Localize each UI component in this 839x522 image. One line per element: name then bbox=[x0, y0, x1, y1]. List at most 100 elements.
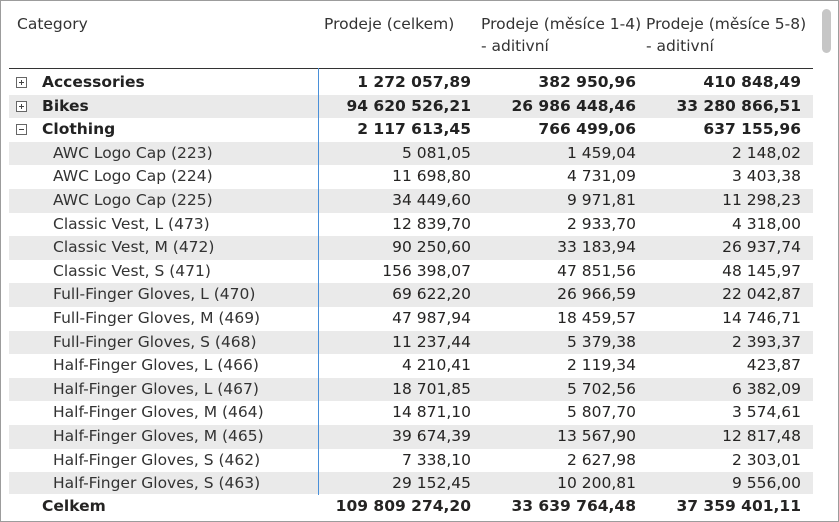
value-months-1-4: 5 379,38 bbox=[566, 332, 636, 351]
grand-total-label: Celkem bbox=[42, 497, 106, 515]
value-months-5-8: 48 145,97 bbox=[722, 261, 801, 280]
grand-total-value-months-1-4: 33 639 764,48 bbox=[511, 497, 636, 515]
grand-total-row: Celkem 109 809 274,20 33 639 764,48 37 3… bbox=[9, 495, 813, 519]
row-label: Half-Finger Gloves, M (465) bbox=[53, 426, 264, 445]
row-label: Bikes bbox=[42, 96, 89, 115]
value-months-5-8: 12 817,48 bbox=[722, 426, 801, 445]
value-months-5-8: 14 746,71 bbox=[722, 308, 801, 327]
value-total: 18 701,85 bbox=[392, 379, 471, 398]
value-total: 5 081,05 bbox=[401, 143, 471, 162]
column-header-category[interactable]: Category bbox=[17, 13, 88, 35]
value-total: 7 338,10 bbox=[401, 450, 471, 469]
column-header-months-1-4-line2: - aditivní bbox=[481, 37, 549, 55]
value-total: 29 152,45 bbox=[392, 474, 471, 493]
value-months-5-8: 2 148,02 bbox=[731, 143, 801, 162]
value-total: 94 620 526,21 bbox=[346, 96, 471, 115]
product-row[interactable]: AWC Logo Cap (224) 11 698,80 4 731,09 3 403… bbox=[9, 165, 813, 189]
value-total: 12 839,70 bbox=[392, 214, 471, 233]
product-row[interactable]: Half-Finger Gloves, S (463) 29 152,45 10 2… bbox=[9, 472, 813, 494]
value-months-5-8: 11 298,23 bbox=[722, 190, 801, 209]
category-row[interactable]: Clothing 2 117 613,45 766 499,06 637 155,96 bbox=[9, 118, 813, 142]
vertical-scrollbar[interactable] bbox=[822, 9, 831, 53]
row-label: Half-Finger Gloves, S (462) bbox=[53, 450, 261, 469]
value-months-5-8: 3 574,61 bbox=[731, 403, 801, 422]
row-label: Full-Finger Gloves, M (469) bbox=[53, 308, 261, 327]
value-months-5-8: 9 556,00 bbox=[731, 474, 801, 493]
value-months-1-4: 18 459,57 bbox=[557, 308, 636, 327]
expand-plus-icon[interactable] bbox=[16, 77, 27, 88]
product-row[interactable]: AWC Logo Cap (223) 5 081,05 1 459,04 2 148,… bbox=[9, 141, 813, 166]
value-total: 14 871,10 bbox=[392, 403, 471, 422]
value-months-1-4: 382 950,96 bbox=[538, 73, 636, 91]
product-row[interactable]: Half-Finger Gloves, M (464) 14 871,10 5 80… bbox=[9, 401, 813, 425]
row-label: Half-Finger Gloves, L (466) bbox=[53, 356, 259, 375]
row-label: Classic Vest, M (472) bbox=[53, 238, 215, 257]
category-row[interactable]: Accessories 1 272 057,89 382 950,96 410 848… bbox=[9, 71, 813, 95]
value-months-1-4: 10 200,81 bbox=[557, 474, 636, 493]
row-label: Accessories bbox=[42, 73, 145, 91]
row-label: Half-Finger Gloves, M (464) bbox=[53, 403, 264, 422]
value-months-1-4: 33 183,94 bbox=[557, 238, 636, 257]
row-label: Classic Vest, L (473) bbox=[53, 214, 210, 233]
header-divider bbox=[9, 68, 813, 69]
value-months-5-8: 2 393,37 bbox=[731, 332, 801, 351]
value-months-5-8: 423,87 bbox=[746, 356, 801, 375]
product-row[interactable]: Half-Finger Gloves, M (465) 39 674,39 13 5… bbox=[9, 424, 813, 449]
product-row[interactable]: Half-Finger Gloves, L (467) 18 701,85 5 70… bbox=[9, 377, 813, 402]
value-months-1-4: 766 499,06 bbox=[538, 120, 636, 139]
product-row[interactable]: Full-Finger Gloves, S (468) 11 237,44 5 37… bbox=[9, 330, 813, 355]
value-months-5-8: 22 042,87 bbox=[722, 285, 801, 304]
value-total: 2 117 613,45 bbox=[357, 120, 471, 139]
row-label: Half-Finger Gloves, L (467) bbox=[53, 379, 259, 398]
value-months-1-4: 5 807,70 bbox=[566, 403, 636, 422]
value-months-1-4: 26 986 448,46 bbox=[511, 96, 636, 115]
value-total: 11 698,80 bbox=[392, 167, 471, 186]
product-row[interactable]: Full-Finger Gloves, L (470) 69 622,20 26 9… bbox=[9, 283, 813, 307]
value-months-5-8: 33 280 866,51 bbox=[676, 96, 801, 115]
matrix-body: Accessories 1 272 057,89 382 950,96 410 848… bbox=[9, 71, 813, 494]
value-months-5-8: 2 303,01 bbox=[731, 450, 801, 469]
value-months-1-4: 5 702,56 bbox=[566, 379, 636, 398]
product-row[interactable]: Classic Vest, M (472) 90 250,60 33 183,94 2… bbox=[9, 236, 813, 260]
grand-total-value-total: 109 809 274,20 bbox=[335, 497, 471, 515]
column-header-months-5-8-line2: - aditivní bbox=[646, 37, 714, 55]
value-total: 34 449,60 bbox=[392, 190, 471, 209]
value-months-1-4: 4 731,09 bbox=[566, 167, 636, 186]
value-total: 90 250,60 bbox=[392, 238, 471, 257]
row-header-divider bbox=[318, 68, 319, 495]
column-header-months-1-4[interactable]: Prodeje (měsíce 1-4) - aditivní bbox=[481, 13, 641, 57]
product-row[interactable]: AWC Logo Cap (225) 34 449,60 9 971,81 11 29… bbox=[9, 188, 813, 213]
column-header-months-1-4-line1: Prodeje (měsíce 1-4) bbox=[481, 15, 642, 33]
value-months-1-4: 47 851,56 bbox=[557, 261, 636, 280]
column-header-months-5-8-line1: Prodeje (měsíce 5-8) bbox=[646, 15, 807, 33]
value-total: 39 674,39 bbox=[392, 426, 471, 445]
row-label: AWC Logo Cap (224) bbox=[53, 167, 213, 186]
value-total: 4 210,41 bbox=[401, 356, 471, 375]
collapse-minus-icon[interactable] bbox=[16, 124, 27, 136]
value-months-5-8: 410 848,49 bbox=[703, 73, 801, 91]
expand-plus-icon[interactable] bbox=[16, 100, 27, 112]
value-months-1-4: 13 567,90 bbox=[557, 426, 636, 445]
row-label: Full-Finger Gloves, S (468) bbox=[53, 332, 257, 351]
value-months-5-8: 4 318,00 bbox=[731, 214, 801, 233]
value-months-1-4: 2 119,34 bbox=[566, 356, 636, 375]
column-header-total-label: Prodeje (celkem) bbox=[324, 15, 455, 33]
product-row[interactable]: Full-Finger Gloves, M (469) 47 987,94 18 4… bbox=[9, 307, 813, 331]
row-label: Full-Finger Gloves, L (470) bbox=[53, 285, 256, 304]
product-row[interactable]: Classic Vest, L (473) 12 839,70 2 933,70 4 … bbox=[9, 213, 813, 237]
row-label: Half-Finger Gloves, S (463) bbox=[53, 474, 261, 493]
value-months-1-4: 2 933,70 bbox=[566, 214, 636, 233]
column-header-total[interactable]: Prodeje (celkem) bbox=[324, 13, 454, 35]
value-total: 1 272 057,89 bbox=[357, 73, 471, 91]
column-header-category-label: Category bbox=[17, 15, 88, 33]
product-row[interactable]: Half-Finger Gloves, S (462) 7 338,10 2 627… bbox=[9, 449, 813, 473]
row-label: Classic Vest, S (471) bbox=[53, 261, 211, 280]
product-row[interactable]: Classic Vest, S (471) 156 398,07 47 851,56… bbox=[9, 260, 813, 284]
category-row[interactable]: Bikes 94 620 526,21 26 986 448,46 33 280 86… bbox=[9, 94, 813, 119]
row-label: AWC Logo Cap (223) bbox=[53, 143, 213, 162]
product-row[interactable]: Half-Finger Gloves, L (466) 4 210,41 2 119… bbox=[9, 354, 813, 378]
value-months-5-8: 6 382,09 bbox=[731, 379, 801, 398]
value-months-1-4: 9 971,81 bbox=[566, 190, 636, 209]
value-months-5-8: 26 937,74 bbox=[722, 238, 801, 257]
column-header-months-5-8[interactable]: Prodeje (měsíce 5-8) - aditivní bbox=[646, 13, 806, 57]
